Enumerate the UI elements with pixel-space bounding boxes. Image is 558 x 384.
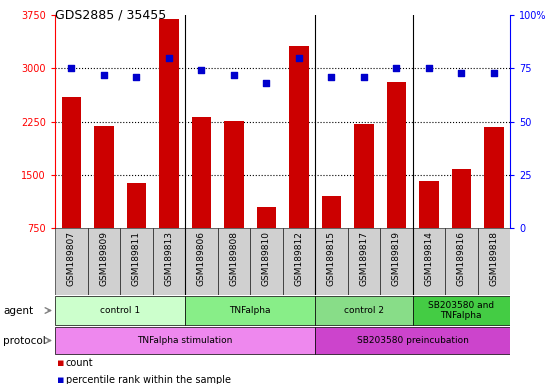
Text: GSM189809: GSM189809: [99, 231, 108, 286]
Text: control 2: control 2: [344, 306, 384, 315]
Text: protocol: protocol: [3, 336, 46, 346]
Bar: [315, 296, 412, 325]
Point: [294, 55, 303, 61]
Point: [132, 74, 141, 80]
Bar: [315, 228, 348, 295]
Bar: [478, 228, 510, 295]
Text: GSM189808: GSM189808: [229, 231, 238, 286]
Text: TNFalpha stimulation: TNFalpha stimulation: [137, 336, 233, 345]
Bar: [321, 196, 341, 228]
Text: ▪: ▪: [57, 358, 65, 368]
Bar: [387, 82, 406, 228]
Bar: [61, 97, 81, 228]
Text: count: count: [66, 358, 94, 368]
Bar: [282, 228, 315, 295]
Bar: [484, 127, 503, 228]
Bar: [224, 121, 243, 228]
Text: control 1: control 1: [100, 306, 140, 315]
Bar: [315, 326, 510, 354]
Point: [164, 55, 173, 61]
Bar: [412, 296, 510, 325]
Bar: [185, 228, 218, 295]
Point: [262, 80, 271, 86]
Bar: [380, 228, 412, 295]
Text: GSM189815: GSM189815: [327, 231, 336, 286]
Bar: [159, 18, 179, 228]
Text: SB203580 preincubation: SB203580 preincubation: [357, 336, 468, 345]
Bar: [152, 228, 185, 295]
Bar: [127, 183, 146, 228]
Bar: [120, 228, 152, 295]
Point: [229, 71, 238, 78]
Bar: [55, 326, 315, 354]
Point: [392, 65, 401, 71]
Point: [359, 74, 368, 80]
Text: percentile rank within the sample: percentile rank within the sample: [66, 375, 231, 384]
Bar: [354, 124, 373, 228]
Text: GSM189811: GSM189811: [132, 231, 141, 286]
Text: GDS2885 / 35455: GDS2885 / 35455: [55, 8, 166, 21]
Bar: [250, 228, 282, 295]
Bar: [218, 228, 250, 295]
Text: GSM189810: GSM189810: [262, 231, 271, 286]
Text: GSM189814: GSM189814: [424, 231, 433, 286]
Bar: [289, 46, 309, 228]
Bar: [88, 228, 120, 295]
Point: [99, 71, 108, 78]
Bar: [55, 296, 185, 325]
Bar: [445, 228, 478, 295]
Text: SB203580 and
TNFalpha: SB203580 and TNFalpha: [428, 301, 494, 320]
Bar: [412, 228, 445, 295]
Text: TNFalpha: TNFalpha: [229, 306, 271, 315]
Bar: [191, 116, 211, 228]
Text: GSM189817: GSM189817: [359, 231, 368, 286]
Text: GSM189813: GSM189813: [164, 231, 173, 286]
Bar: [451, 169, 471, 228]
Text: GSM189806: GSM189806: [197, 231, 206, 286]
Text: ▪: ▪: [57, 375, 65, 384]
Text: GSM189818: GSM189818: [489, 231, 498, 286]
Text: GSM189812: GSM189812: [294, 231, 303, 286]
Point: [489, 70, 498, 76]
Bar: [55, 228, 88, 295]
Text: GSM189816: GSM189816: [457, 231, 466, 286]
Bar: [185, 296, 315, 325]
Bar: [257, 207, 276, 228]
Text: GSM189819: GSM189819: [392, 231, 401, 286]
Bar: [419, 181, 439, 228]
Bar: [94, 126, 113, 228]
Point: [197, 67, 206, 73]
Point: [424, 65, 433, 71]
Bar: [348, 228, 380, 295]
Point: [67, 65, 76, 71]
Point: [457, 70, 466, 76]
Text: GSM189807: GSM189807: [67, 231, 76, 286]
Text: agent: agent: [3, 306, 33, 316]
Point: [327, 74, 336, 80]
